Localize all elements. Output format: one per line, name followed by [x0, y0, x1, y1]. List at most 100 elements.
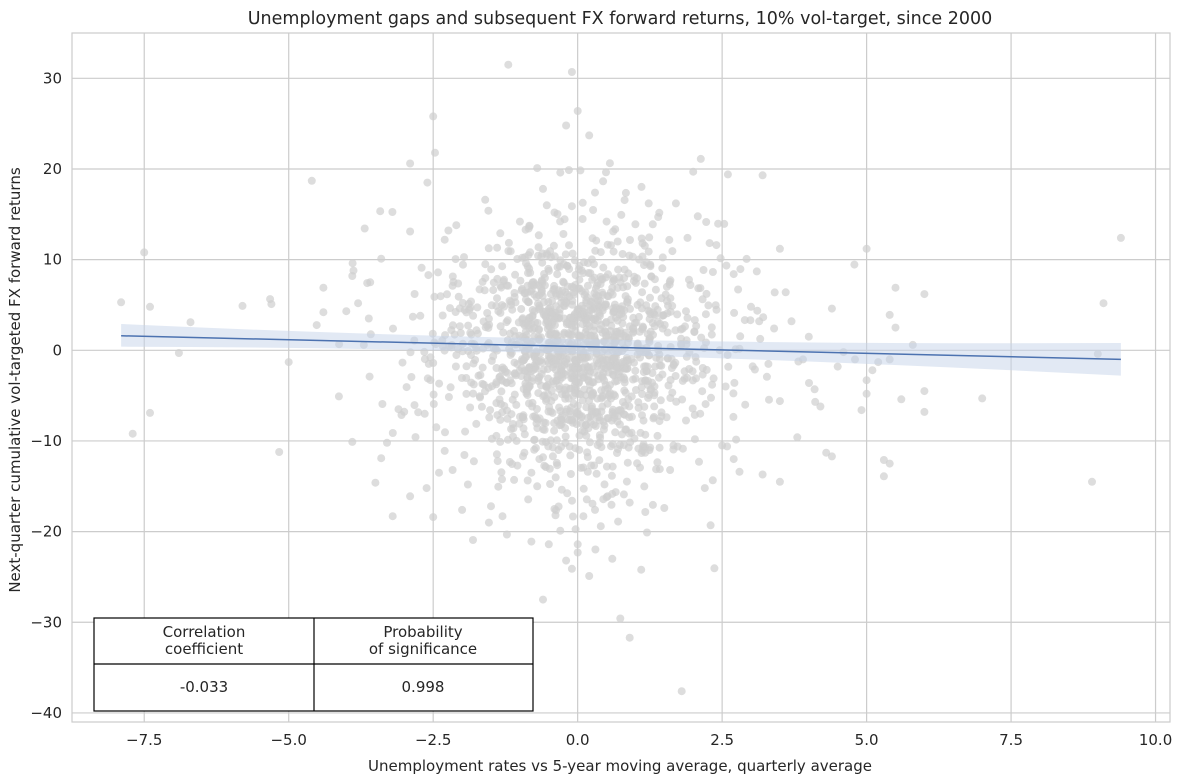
- scatter-point: [578, 215, 587, 223]
- scatter-point: [599, 362, 608, 371]
- scatter-point: [561, 250, 570, 259]
- scatter-point: [238, 301, 247, 310]
- scatter-point: [548, 363, 557, 372]
- scatter-point: [708, 380, 717, 389]
- scatter-point: [638, 446, 647, 455]
- y-tick-label: 0: [52, 341, 62, 359]
- scatter-point: [475, 392, 484, 401]
- scatter-point: [526, 268, 535, 277]
- scatter-point: [424, 271, 433, 280]
- scatter-point: [770, 324, 779, 333]
- scatter-point: [585, 363, 594, 372]
- scatter-point: [146, 302, 154, 311]
- scatter-point: [539, 365, 548, 374]
- scatter-point: [503, 414, 512, 423]
- scatter-point: [641, 508, 650, 516]
- scatter-point: [555, 403, 564, 412]
- scatter-point: [146, 408, 154, 417]
- scatter-point: [487, 265, 496, 274]
- scatter-point: [534, 389, 543, 398]
- y-tick-label: 30: [43, 69, 62, 87]
- scatter-point: [656, 396, 665, 405]
- scatter-point: [541, 307, 550, 316]
- scatter-point: [481, 195, 490, 204]
- scatter-point: [570, 290, 579, 299]
- scatter-point: [746, 316, 755, 325]
- scatter-point: [557, 416, 566, 424]
- scatter-point: [552, 330, 560, 339]
- scatter-point: [595, 431, 604, 440]
- scatter-point: [460, 253, 468, 262]
- scatter-point: [578, 396, 587, 405]
- scatter-point: [503, 368, 512, 377]
- scatter-point: [496, 437, 505, 446]
- scatter-point: [406, 492, 415, 501]
- scatter-point: [522, 389, 531, 398]
- scatter-point: [539, 184, 547, 193]
- scatter-point: [619, 283, 628, 292]
- scatter-point: [559, 230, 568, 238]
- scatter-point: [496, 281, 505, 290]
- scatter-point: [862, 389, 871, 398]
- scatter-point: [499, 328, 508, 337]
- scatter-point: [518, 253, 527, 262]
- scatter-point: [636, 428, 645, 437]
- scatter-point: [623, 458, 632, 467]
- scatter-point: [770, 288, 779, 297]
- scatter-point: [591, 545, 600, 554]
- scatter-point: [640, 482, 649, 491]
- scatter-point: [548, 452, 557, 461]
- scatter-point: [451, 362, 460, 371]
- scatter-point: [529, 412, 538, 421]
- scatter-point: [635, 327, 644, 336]
- scatter-point: [577, 352, 586, 360]
- scatter-point: [816, 402, 825, 411]
- scatter-point: [451, 255, 460, 264]
- scatter-point: [615, 420, 624, 429]
- scatter-point: [436, 292, 445, 301]
- scatter-point: [469, 389, 478, 398]
- scatter-point: [466, 403, 475, 412]
- scatter-point: [420, 355, 429, 364]
- scatter-point: [706, 521, 715, 530]
- scatter-point: [567, 202, 576, 211]
- scatter-point: [455, 304, 464, 313]
- scatter-point: [632, 386, 640, 394]
- scatter-point: [493, 294, 501, 303]
- scatter-point: [618, 250, 627, 258]
- scatter-point: [850, 260, 859, 269]
- scatter-point: [430, 292, 439, 301]
- scatter-point: [435, 379, 444, 388]
- scatter-point: [827, 304, 836, 313]
- scatter-point: [515, 419, 524, 428]
- x-axis-label: Unemployment rates vs 5-year moving aver…: [368, 757, 872, 775]
- scatter-point: [607, 471, 616, 480]
- scatter-point: [581, 316, 590, 325]
- scatter-point: [575, 261, 584, 270]
- scatter-point: [594, 308, 603, 317]
- scatter-point: [758, 470, 767, 479]
- scatter-point: [492, 450, 501, 459]
- scatter-point: [705, 239, 714, 248]
- scatter-point: [643, 362, 652, 371]
- scatter-point: [593, 316, 602, 325]
- scatter-point: [694, 284, 703, 293]
- scatter-point: [677, 687, 686, 696]
- scatter-point: [639, 440, 648, 449]
- scatter-point: [616, 614, 625, 623]
- scatter-point: [434, 268, 442, 277]
- scatter-point: [532, 293, 541, 301]
- scatter-point: [598, 372, 607, 381]
- scatter-point: [625, 633, 634, 642]
- scatter-point: [446, 383, 455, 392]
- y-tick-label: −20: [30, 523, 62, 541]
- scatter-point: [879, 456, 888, 464]
- scatter-point: [578, 198, 587, 207]
- scatter-point: [781, 288, 790, 297]
- scatter-point: [690, 327, 699, 336]
- scatter-point: [570, 256, 579, 265]
- scatter-point: [533, 164, 542, 173]
- scatter-point: [550, 426, 559, 435]
- scatter-point: [489, 352, 498, 361]
- scatter-point: [342, 307, 351, 316]
